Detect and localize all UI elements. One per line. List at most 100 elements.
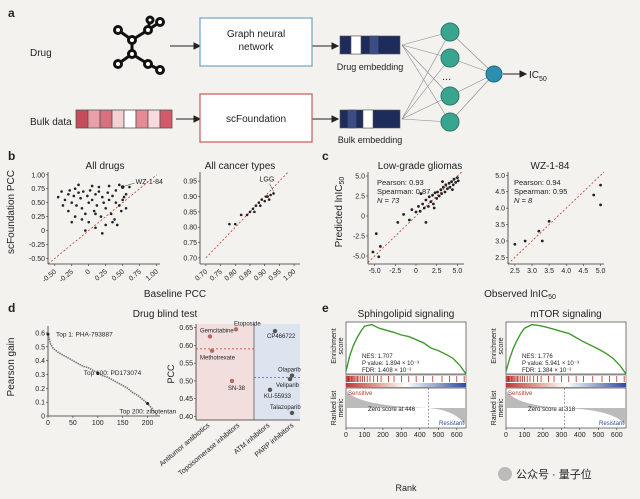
data-point	[90, 184, 94, 188]
callout-label: LGG	[260, 176, 275, 183]
identity-line	[47, 174, 157, 265]
data-point	[513, 242, 517, 246]
y-tick-label: 3.0	[495, 239, 505, 246]
data-point	[117, 204, 121, 207]
y-tick-label: -0.50	[29, 256, 45, 263]
drug-label: CP466722	[267, 334, 296, 340]
data-point	[263, 199, 267, 203]
y-tick-label: 0	[41, 228, 45, 235]
x-tick-label: 0.70	[194, 268, 209, 282]
enrichment-ylabel-1: Enrichment	[331, 328, 338, 363]
data-point	[422, 206, 426, 210]
y-tick-label: 4.5	[495, 189, 505, 196]
output-arrow	[503, 70, 528, 78]
rank-gradient	[346, 383, 466, 387]
y-tick-label: 0	[361, 214, 365, 221]
data-point	[435, 197, 439, 200]
data-point	[107, 198, 111, 202]
data-point	[245, 213, 249, 217]
drug-label: Gemcitabine	[200, 328, 234, 334]
data-point	[128, 185, 131, 189]
data-point	[79, 196, 82, 200]
data-point	[455, 176, 459, 180]
bulk-embedding-vector	[339, 109, 401, 129]
x-tick-label: 5.0	[453, 268, 463, 275]
p-value-label: P value: 5.941 × 10⁻³	[522, 361, 579, 367]
x-tick-label: 0.85	[238, 268, 253, 282]
data-point	[272, 192, 275, 195]
enrichment-curve	[345, 323, 467, 375]
x-tick-label: -2.5	[389, 268, 401, 275]
data-point	[120, 209, 123, 213]
data-point	[111, 194, 114, 198]
identity-line	[367, 171, 462, 263]
data-point	[267, 198, 271, 201]
y-tick-label: 0.70	[183, 255, 197, 262]
data-point	[537, 229, 541, 233]
data-point	[67, 209, 70, 213]
data-point	[77, 191, 80, 194]
data-point	[417, 205, 420, 208]
data-point	[431, 193, 434, 197]
panel-c-right-spearman: Spearman: 0.95	[514, 187, 567, 196]
y-tick-label: 0	[41, 414, 45, 421]
annotation-label: Top 100: PD173074	[84, 370, 142, 377]
y-tick-label: 0.25	[31, 214, 45, 221]
data-point	[94, 212, 97, 216]
y-tick-label: 0.40	[179, 414, 193, 421]
drug-class-pcc-plot: 0.65 0.60 0.55 0.50 0.45 0.40 EtoposideGemcita…	[159, 321, 302, 477]
callout-point	[120, 185, 125, 189]
y-tick-label: 5.0	[355, 174, 365, 181]
ranked-metric-area	[346, 390, 466, 426]
data-point	[90, 198, 94, 202]
data-point	[377, 255, 381, 259]
hidden-node	[440, 86, 460, 106]
data-point	[592, 193, 596, 197]
data-point	[87, 201, 91, 204]
data-point	[88, 189, 92, 192]
x-tick-label: 200	[537, 432, 549, 439]
data-point	[253, 210, 256, 214]
data-point	[547, 219, 551, 223]
gnn-label-line1: Graph neural	[227, 29, 285, 40]
drug-input-label: Drug	[30, 48, 52, 59]
gnn-box	[199, 17, 313, 67]
resistant-label: Resistant	[599, 421, 624, 427]
watermark-text: 公众号 · 量子位	[516, 467, 592, 481]
data-point	[269, 193, 272, 197]
category-label: Antitumor antibiotics	[159, 422, 212, 468]
drug-label: Methotrexate	[200, 356, 236, 362]
hidden-node	[440, 22, 460, 42]
data-point	[56, 195, 60, 199]
x-tick-label: 2.5	[432, 268, 442, 275]
scatter-all-cancer-types: 0.70 0.75 0.80 0.85 0.90 0.95 1.000.950.900.85…	[183, 171, 300, 283]
panel-b-ylabel: scFoundation PCC	[6, 170, 17, 254]
y-tick-label: 0.50	[179, 378, 193, 385]
hidden-node	[440, 48, 460, 68]
data-point	[432, 206, 436, 210]
bulk-embedding-label: Bulk embedding	[338, 135, 403, 145]
panel-b-left-title: All drugs	[86, 161, 125, 172]
data-point	[437, 194, 441, 198]
y-tick-label: 0.95	[183, 179, 197, 186]
data-point	[101, 195, 104, 199]
x-tick-label: 0.80	[224, 268, 239, 282]
data-point	[122, 195, 126, 199]
drug-label: Talazoparib	[270, 405, 301, 411]
data-point	[117, 183, 121, 187]
annotation-label: Top 1: PHA-793887	[56, 331, 113, 338]
wechat-icon	[498, 467, 512, 481]
data-point	[115, 223, 119, 227]
data-point	[113, 218, 116, 221]
panel-e-left-title: Sphingolipid signaling	[358, 309, 455, 320]
x-tick-label: 600	[451, 432, 463, 439]
data-point	[447, 181, 451, 185]
panel-c-right-pearson: Pearson: 0.94	[514, 178, 561, 187]
drug-point	[272, 328, 278, 334]
data-point	[109, 212, 113, 216]
watermark: 公众号 · 量子位	[498, 467, 592, 481]
gnn-label-line2: network	[238, 42, 274, 53]
data-point	[454, 181, 458, 184]
callout-label: WZ-1-84	[136, 179, 163, 186]
drug-label: Olaparib	[278, 368, 301, 374]
